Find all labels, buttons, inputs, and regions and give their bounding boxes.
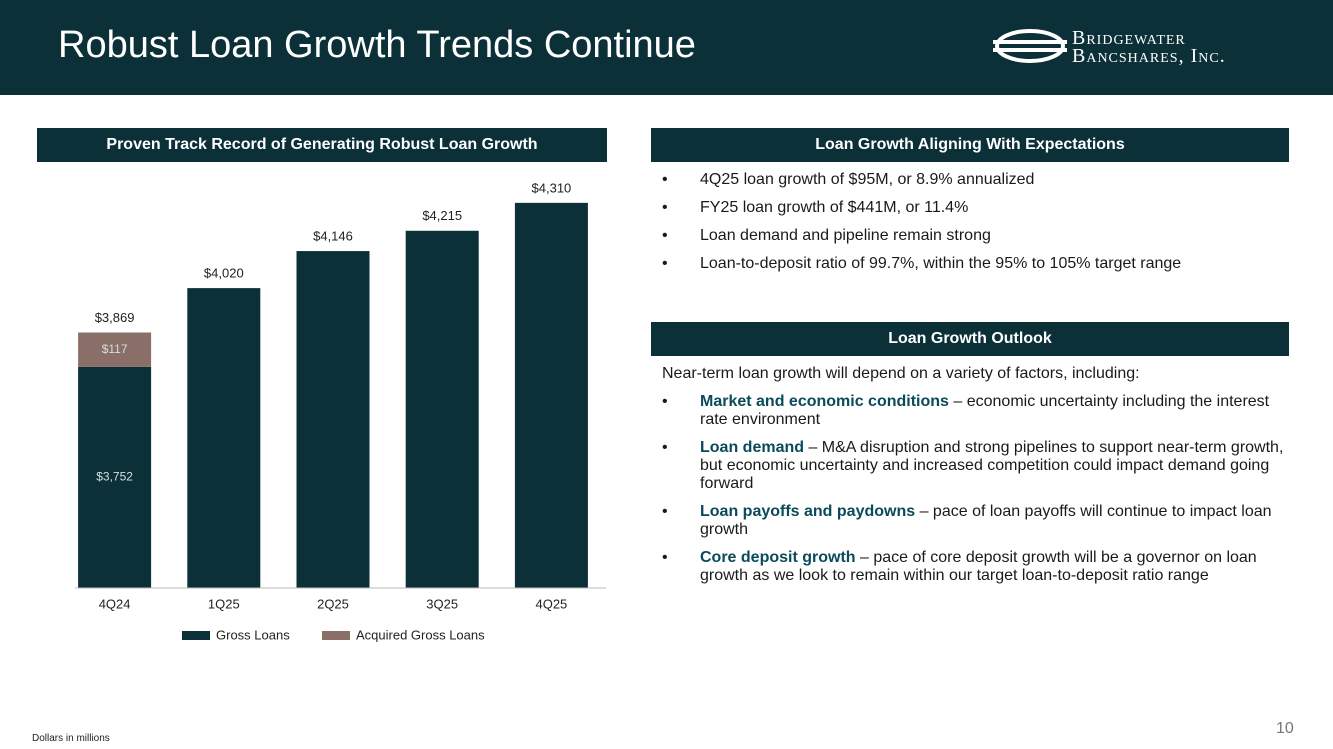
bullet-text: – economic uncertainty including the int… — [700, 393, 1270, 428]
x-tick-label: 2Q25 — [317, 596, 349, 611]
bullet-term: Market and economic conditions — [700, 393, 949, 410]
bullet-term: Loan demand — [700, 439, 805, 456]
logo-icon — [993, 29, 1067, 63]
page-number: 10 — [1276, 720, 1294, 737]
bullet-text: – pace of loan payoffs will continue to … — [700, 503, 1272, 538]
header-bar — [0, 0, 1333, 95]
legend-swatch — [182, 631, 210, 640]
legend-swatch — [322, 631, 350, 640]
section-heading: Loan Growth Outlook — [651, 322, 1289, 356]
segment-label: $3,752 — [96, 470, 133, 484]
bullet-text: – pace of core deposit growth will be a … — [700, 549, 1257, 584]
chart: $3,752 $117 $3,869 4Q24 $4,020 1Q25 $4,146 2Q25… — [75, 180, 606, 642]
bullet-term: Loan payoffs and paydowns — [700, 503, 916, 520]
bar-segment — [187, 288, 261, 588]
x-tick-label: 4Q25 — [535, 596, 567, 611]
legend-label: Gross Loans — [216, 627, 290, 642]
bullet-term: Core deposit growth — [700, 549, 856, 566]
bullet: Loan demand – M&A disruption and strong … — [652, 439, 1292, 493]
bar-segment — [514, 202, 588, 589]
legend-label: Acquired Gross Loans — [356, 627, 485, 642]
bullet: Loan payoffs and paydowns – pace of loan… — [652, 503, 1292, 539]
bullet-text: – M&A disruption and strong pipelines to… — [700, 439, 1284, 492]
bar-segment — [78, 332, 152, 367]
x-tick-label: 3Q25 — [426, 596, 458, 611]
section-heading: Proven Track Record of Generating Robust… — [37, 128, 607, 162]
bullet: 4Q25 loan growth of $95M, or 8.9% annual… — [652, 170, 1292, 190]
x-tick-label: 1Q25 — [208, 596, 240, 611]
total-label: $4,310 — [532, 180, 572, 195]
total-label: $4,215 — [422, 208, 462, 223]
bullet: Market and economic conditions – economi… — [652, 393, 1292, 429]
section-heading: Loan Growth Aligning With Expectations — [651, 128, 1289, 162]
intro-text: Near-term loan growth will depend on a v… — [662, 365, 1140, 382]
x-tick-label: 4Q24 — [99, 596, 131, 611]
logo-text: Bridgewater — [1072, 27, 1186, 49]
bar-segment — [78, 366, 152, 588]
bullet-list: Market and economic conditions – economi… — [652, 393, 1292, 595]
total-label: $4,020 — [204, 266, 244, 281]
bullet: FY25 loan growth of $441M, or 11.4% — [652, 198, 1292, 218]
footnote: Dollars in millions — [32, 733, 110, 744]
segment-label: $117 — [102, 342, 128, 356]
bullet-list: 4Q25 loan growth of $95M, or 8.9% annual… — [652, 170, 1292, 282]
logo-text: Bancshares, Inc. — [1072, 45, 1226, 67]
slide-title: Robust Loan Growth Trends Continue — [58, 24, 696, 66]
total-label: $4,146 — [313, 229, 353, 244]
bar-segment — [405, 230, 479, 589]
total-label: $3,869 — [95, 310, 135, 325]
bar-segment — [296, 251, 370, 589]
bullet: Loan demand and pipeline remain strong — [652, 226, 1292, 246]
bullet: Loan-to-deposit ratio of 99.7%, within t… — [652, 254, 1292, 274]
bullet: Core deposit growth – pace of core depos… — [652, 549, 1292, 585]
